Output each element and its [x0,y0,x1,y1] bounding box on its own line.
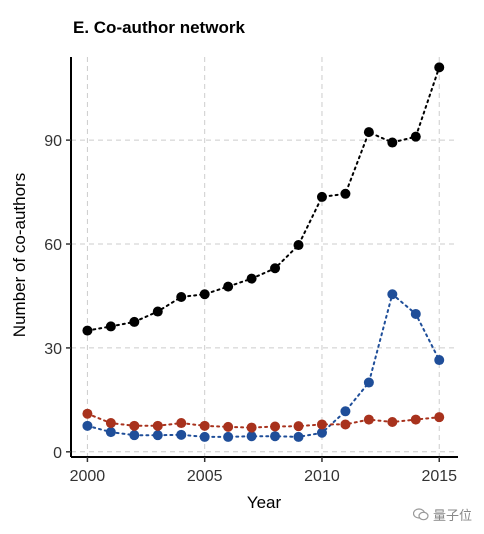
series-1-point [129,316,140,327]
series-2-point [410,308,421,319]
x-tick-label: 2000 [70,468,106,485]
chart-title: E. Co-author network [73,18,245,37]
series-2-point [223,431,234,442]
series-1-point [410,131,421,142]
watermark-text: 量子位 [432,509,472,524]
series-1-point [152,306,163,317]
series-3-point [105,418,116,429]
series-2-point [246,431,257,442]
series-1-point [105,321,116,332]
series-3-point [293,421,304,432]
series-1-point [293,240,304,251]
series-2-point [152,430,163,441]
series-3 [82,408,445,433]
series-1-point [363,127,374,138]
series-2-point [316,427,327,438]
grid [71,57,458,457]
series-3-point [434,412,445,423]
series-2-point [387,289,398,300]
series-3-point [199,420,210,431]
x-tick-label: 2005 [187,468,223,485]
series-layer [82,62,445,442]
series-1-point [199,289,210,300]
series-1-point [223,281,234,292]
series-2-point [434,355,445,366]
tick-labels: 2000 2005 2010 2015 0 30 60 90 [44,133,457,485]
series-3-point [223,421,234,432]
series-2 [82,289,445,442]
series-3-point [340,419,351,430]
series-3-line [86,412,441,429]
series-2-point [176,429,187,440]
y-axis-label: Number of co-authors [10,173,29,337]
series-3-point [363,414,374,425]
series-1-point [387,137,398,148]
y-tick-label: 30 [44,341,62,358]
series-3-point [387,417,398,428]
series-2-point [270,431,281,442]
series-1-point [270,263,281,274]
series-3-point [246,422,257,433]
series-1-point [246,273,257,284]
series-1-line [86,66,441,332]
series-1-point [82,325,93,336]
watermark: 量子位 [412,505,472,524]
series-1 [82,62,445,336]
x-tick-label: 2010 [304,468,340,485]
series-2-point [293,431,304,442]
series-2-point [363,377,374,388]
series-1-point [176,292,187,302]
series-2-point [340,406,351,417]
y-tick-label: 0 [53,445,62,462]
axes [70,57,458,458]
series-3-point [129,420,140,431]
series-2-point [199,431,210,442]
series-3-point [176,418,187,429]
y-tick-label: 60 [44,237,62,254]
series-1-point [434,62,445,73]
series-3-point [270,421,281,432]
x-tick-label: 2015 [421,468,457,485]
series-3-point [410,414,421,425]
series-3-point [316,419,327,430]
series-2-point [105,427,116,438]
series-2-line [86,292,441,438]
series-2-point [129,430,140,441]
series-3-point [82,408,93,419]
y-tick-label: 90 [44,133,62,150]
series-3-point [152,420,163,431]
x-axis-label: Year [247,493,282,512]
wechat-icon [412,508,429,521]
series-1-point [316,191,327,202]
series-2-point [82,420,93,431]
series-1-point [340,188,351,199]
